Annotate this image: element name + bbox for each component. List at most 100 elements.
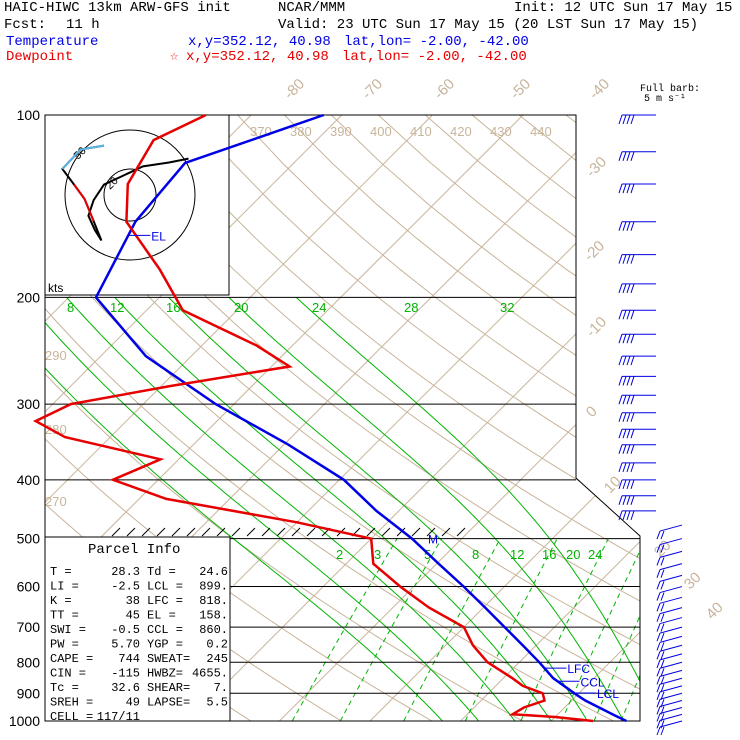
- pressure-tick-label: 300: [17, 396, 41, 412]
- wind-barb-feather: [626, 355, 631, 366]
- isotherm-label-top: -80: [281, 75, 308, 102]
- isotherm-line: [45, 115, 433, 721]
- temperature-xy: x,y=352.12, 40.98: [188, 34, 331, 50]
- isotherm-line: [188, 115, 640, 721]
- parcel-info-label: SWEAT=: [147, 652, 190, 666]
- wind-barb-feather: [656, 676, 661, 685]
- parcel-info-value: 158.: [199, 609, 228, 623]
- freezing-hatch-mark: [171, 527, 181, 537]
- wind-barb: [659, 586, 683, 594]
- forecast-hour: 11 h: [66, 17, 100, 33]
- wind-barb-feather: [630, 254, 635, 264]
- wind-barb-feather: [626, 376, 631, 386]
- wind-barb-feather: [622, 444, 627, 454]
- wind-barb-feather: [656, 706, 661, 715]
- wind-barb: [659, 574, 683, 582]
- level-label-lcl: LCL: [597, 687, 619, 701]
- isotherm-label-top: -70: [359, 75, 386, 102]
- wind-barb-feather: [626, 412, 631, 422]
- moist-adiabat-line: [228, 297, 625, 721]
- freezing-hatch-mark: [216, 527, 226, 537]
- wind-barb-feather: [618, 429, 623, 439]
- theta-label-top: 400: [370, 124, 392, 139]
- isotherm-label-top: -50: [507, 75, 534, 102]
- parcel-info-label: HWBZ=: [147, 667, 183, 681]
- dry-adiabat-line: [471, 115, 640, 721]
- dewpoint-legend: Dewpoint: [6, 49, 74, 65]
- wind-barb-feather: [660, 623, 665, 632]
- wind-barb-feather: [622, 412, 627, 422]
- parcel-info-label: CELL =: [50, 710, 93, 724]
- isotherm-line: [369, 115, 640, 721]
- wind-barb-feather: [656, 720, 661, 729]
- parcel-info-value: 117/11: [97, 710, 140, 724]
- valid-time: Valid: 23 UTC Sun 17 May 15 (20 LST Sun …: [278, 17, 699, 33]
- wind-barb-feather: [656, 557, 661, 566]
- wind-barb-feather: [656, 544, 661, 553]
- freezing-hatch-mark: [156, 527, 166, 537]
- wind-barb-feather: [626, 510, 631, 521]
- parcel-info-label: Td =: [147, 565, 176, 579]
- isotherm-label-right: -10: [583, 313, 610, 340]
- freezing-hatch-mark: [276, 527, 286, 537]
- wind-barb-feather: [626, 495, 631, 505]
- wind-barb-feather: [656, 569, 661, 578]
- wind-barb-feather: [660, 603, 665, 612]
- wind-barb: [659, 653, 683, 661]
- parcel-info-value: 744: [118, 652, 140, 666]
- wind-barb-feather: [630, 334, 635, 344]
- wind-barb-feather: [630, 429, 635, 439]
- wind-barb-feather: [622, 334, 627, 344]
- wind-barb-feather: [622, 114, 627, 125]
- hodograph-ring-inner: [103, 168, 157, 222]
- dry-adiabat-line: [331, 115, 640, 721]
- wind-barb-feather: [618, 310, 623, 320]
- pressure-tick-label: 900: [17, 685, 41, 701]
- wind-barb-feather: [656, 581, 661, 590]
- wind-barb-feather: [618, 412, 623, 422]
- wind-barb-feather: [656, 623, 661, 632]
- parcel-info-value: 899.: [199, 580, 228, 594]
- level-label-m: M: [428, 533, 438, 547]
- wind-barb: [659, 596, 683, 604]
- wind-barb-feather: [618, 444, 623, 454]
- parcel-info-value: -115: [111, 667, 140, 681]
- temperature-legend: Temperature: [6, 34, 99, 50]
- parcel-info-label: EL =: [147, 609, 176, 623]
- mixing-ratio-line: [403, 538, 501, 721]
- wind-barb-feather: [626, 479, 631, 490]
- parcel-info-value: -0.5: [111, 623, 140, 637]
- isotherm-line: [45, 115, 343, 721]
- wind-barb-feather: [630, 495, 635, 505]
- parcel-info-label: Tc =: [50, 681, 79, 695]
- mixing-ratio-label: 2: [336, 547, 343, 562]
- wind-barb-feather: [660, 676, 665, 685]
- parcel-info-value: 32.6: [111, 681, 140, 695]
- parcel-info-label: CIN =: [50, 667, 86, 681]
- parcel-info-value: 45: [126, 609, 140, 623]
- wind-barb: [659, 626, 683, 634]
- wind-barb-feather: [656, 632, 661, 642]
- parcel-info-label: YGP =: [147, 638, 183, 652]
- wind-barb: [659, 720, 683, 728]
- parcel-info-value: 28.3: [111, 565, 140, 579]
- parcel-info-value: 7.: [214, 681, 228, 695]
- wind-barb-feather: [630, 395, 635, 405]
- wind-barb-feather: [660, 684, 665, 693]
- wind-barb-feather: [656, 668, 661, 677]
- moist-adiabat-label: 20: [234, 300, 248, 315]
- wind-barb-feather: [630, 355, 635, 366]
- wind-barb-feather: [660, 726, 665, 736]
- dry-adiabat-line: [45, 115, 614, 721]
- parcel-info-value: 818.: [199, 594, 228, 608]
- theta-label-left: 290: [45, 348, 67, 363]
- mixing-ratio-label: 8: [472, 547, 479, 562]
- parcel-info-box: [44, 536, 231, 722]
- level-label-el: EL: [151, 229, 166, 243]
- profiles: [32, 113, 627, 723]
- wind-barb-feather: [618, 510, 623, 521]
- pressure-tick-label: 600: [17, 579, 41, 595]
- wind-barb-feather: [618, 495, 623, 505]
